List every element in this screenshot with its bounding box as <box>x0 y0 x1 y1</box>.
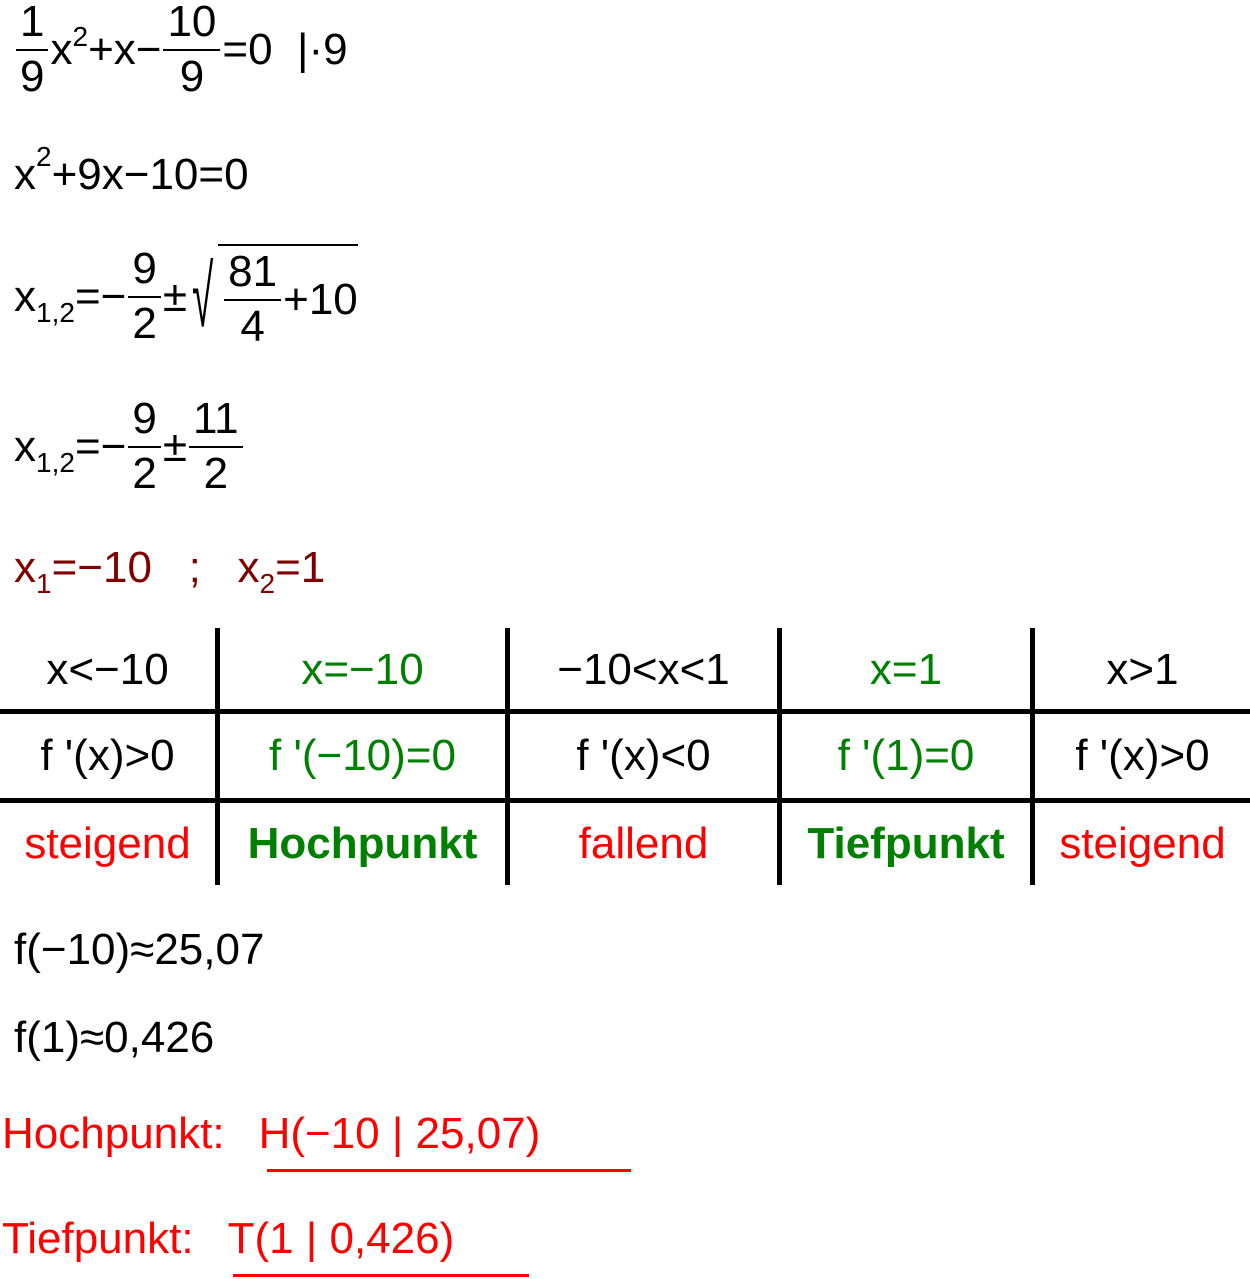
label: Hochpunkt: <box>2 1109 225 1158</box>
subscript: 1 <box>36 568 52 599</box>
value: =1 <box>275 543 326 592</box>
table-cell: steigend <box>1059 819 1226 868</box>
table-cell: x=−10 <box>301 644 424 694</box>
denominator: 2 <box>132 299 157 348</box>
denominator: 2 <box>132 449 157 498</box>
plus-minus: ± <box>162 272 187 321</box>
denominator: 9 <box>179 52 205 101</box>
term: +9x−10=0 <box>51 150 249 199</box>
table-cell: Hochpunkt <box>247 819 478 868</box>
numerator: 9 <box>128 393 161 448</box>
variable: x <box>50 25 73 74</box>
term: +10 <box>283 275 358 324</box>
numerator: 1 <box>16 0 49 51</box>
function-value: f(−10)≈25,07 <box>14 925 265 974</box>
divider <box>0 709 1250 714</box>
numerator: 9 <box>128 243 161 298</box>
divider <box>505 628 510 885</box>
point-value: T(1 | 0,426) <box>227 1214 455 1263</box>
equation-step-2: x 2 +9x−10=0 <box>14 141 249 205</box>
minimum-result: Tiefpunkt: T(1 | 0,426) <box>2 1209 454 1269</box>
plus-minus: ± <box>162 422 187 471</box>
table-cell: f '(x)>0 <box>1075 731 1210 780</box>
term: x2 <box>50 21 89 75</box>
fraction: 11 2 <box>188 393 243 501</box>
numerator: 10 <box>163 0 221 51</box>
underline <box>233 1274 529 1277</box>
term: =− <box>74 272 127 321</box>
fraction: 10 9 <box>163 0 221 104</box>
divider <box>0 798 1250 803</box>
radicand: 81 4 +10 <box>218 244 358 354</box>
table-cell: fallend <box>578 819 709 868</box>
table-cell: x=1 <box>869 644 943 694</box>
radical-sign-icon: √ <box>191 249 214 345</box>
variable: x <box>14 543 36 592</box>
table-cell: steigend <box>24 819 191 868</box>
subscript: 1,2 <box>36 447 75 478</box>
table-cell: f '(x)<0 <box>576 731 711 780</box>
square-root: √ 81 4 +10 <box>187 240 358 354</box>
term: =0 <box>222 25 273 74</box>
exponent: 2 <box>36 141 52 172</box>
term: x <box>14 150 36 199</box>
solutions: x 1 =−10 ; x 2 =1 <box>14 538 325 598</box>
point-value: H(−10 | 25,07) <box>258 1109 541 1158</box>
term: +x− <box>88 25 162 74</box>
denominator: 2 <box>203 449 229 498</box>
label: Tiefpunkt: <box>2 1214 194 1263</box>
underline <box>267 1169 631 1172</box>
table-cell: x>1 <box>1106 644 1179 694</box>
numerator: 81 <box>224 246 282 301</box>
divider <box>1030 628 1035 885</box>
divider <box>777 628 782 885</box>
table-cell: f '(1)=0 <box>837 731 975 780</box>
table-cell: f '(−10)=0 <box>269 731 456 780</box>
variable: x <box>14 272 36 321</box>
function-value: f(1)≈0,426 <box>14 1013 215 1062</box>
exponent: 2 <box>72 21 89 52</box>
table-cell: −10<x<1 <box>557 644 730 694</box>
fraction: 81 4 <box>224 246 282 354</box>
variable: x <box>14 422 36 471</box>
operation: |·9 <box>272 25 348 74</box>
denominator: 4 <box>240 302 265 351</box>
divider <box>215 628 220 885</box>
subscript: 2 <box>259 568 276 599</box>
separator: ; <box>151 543 238 592</box>
denominator: 9 <box>20 52 45 101</box>
numerator: 11 <box>188 393 243 448</box>
maximum-result: Hochpunkt: H(−10 | 25,07) <box>2 1104 540 1164</box>
table-cell: f '(x)>0 <box>40 731 175 780</box>
variable: x <box>237 543 260 592</box>
term: =− <box>74 422 127 471</box>
table-cell: x<−10 <box>46 644 169 694</box>
value: =−10 <box>51 543 152 592</box>
table-cell: Tiefpunkt <box>807 819 1005 868</box>
subscript: 1,2 <box>36 297 75 328</box>
